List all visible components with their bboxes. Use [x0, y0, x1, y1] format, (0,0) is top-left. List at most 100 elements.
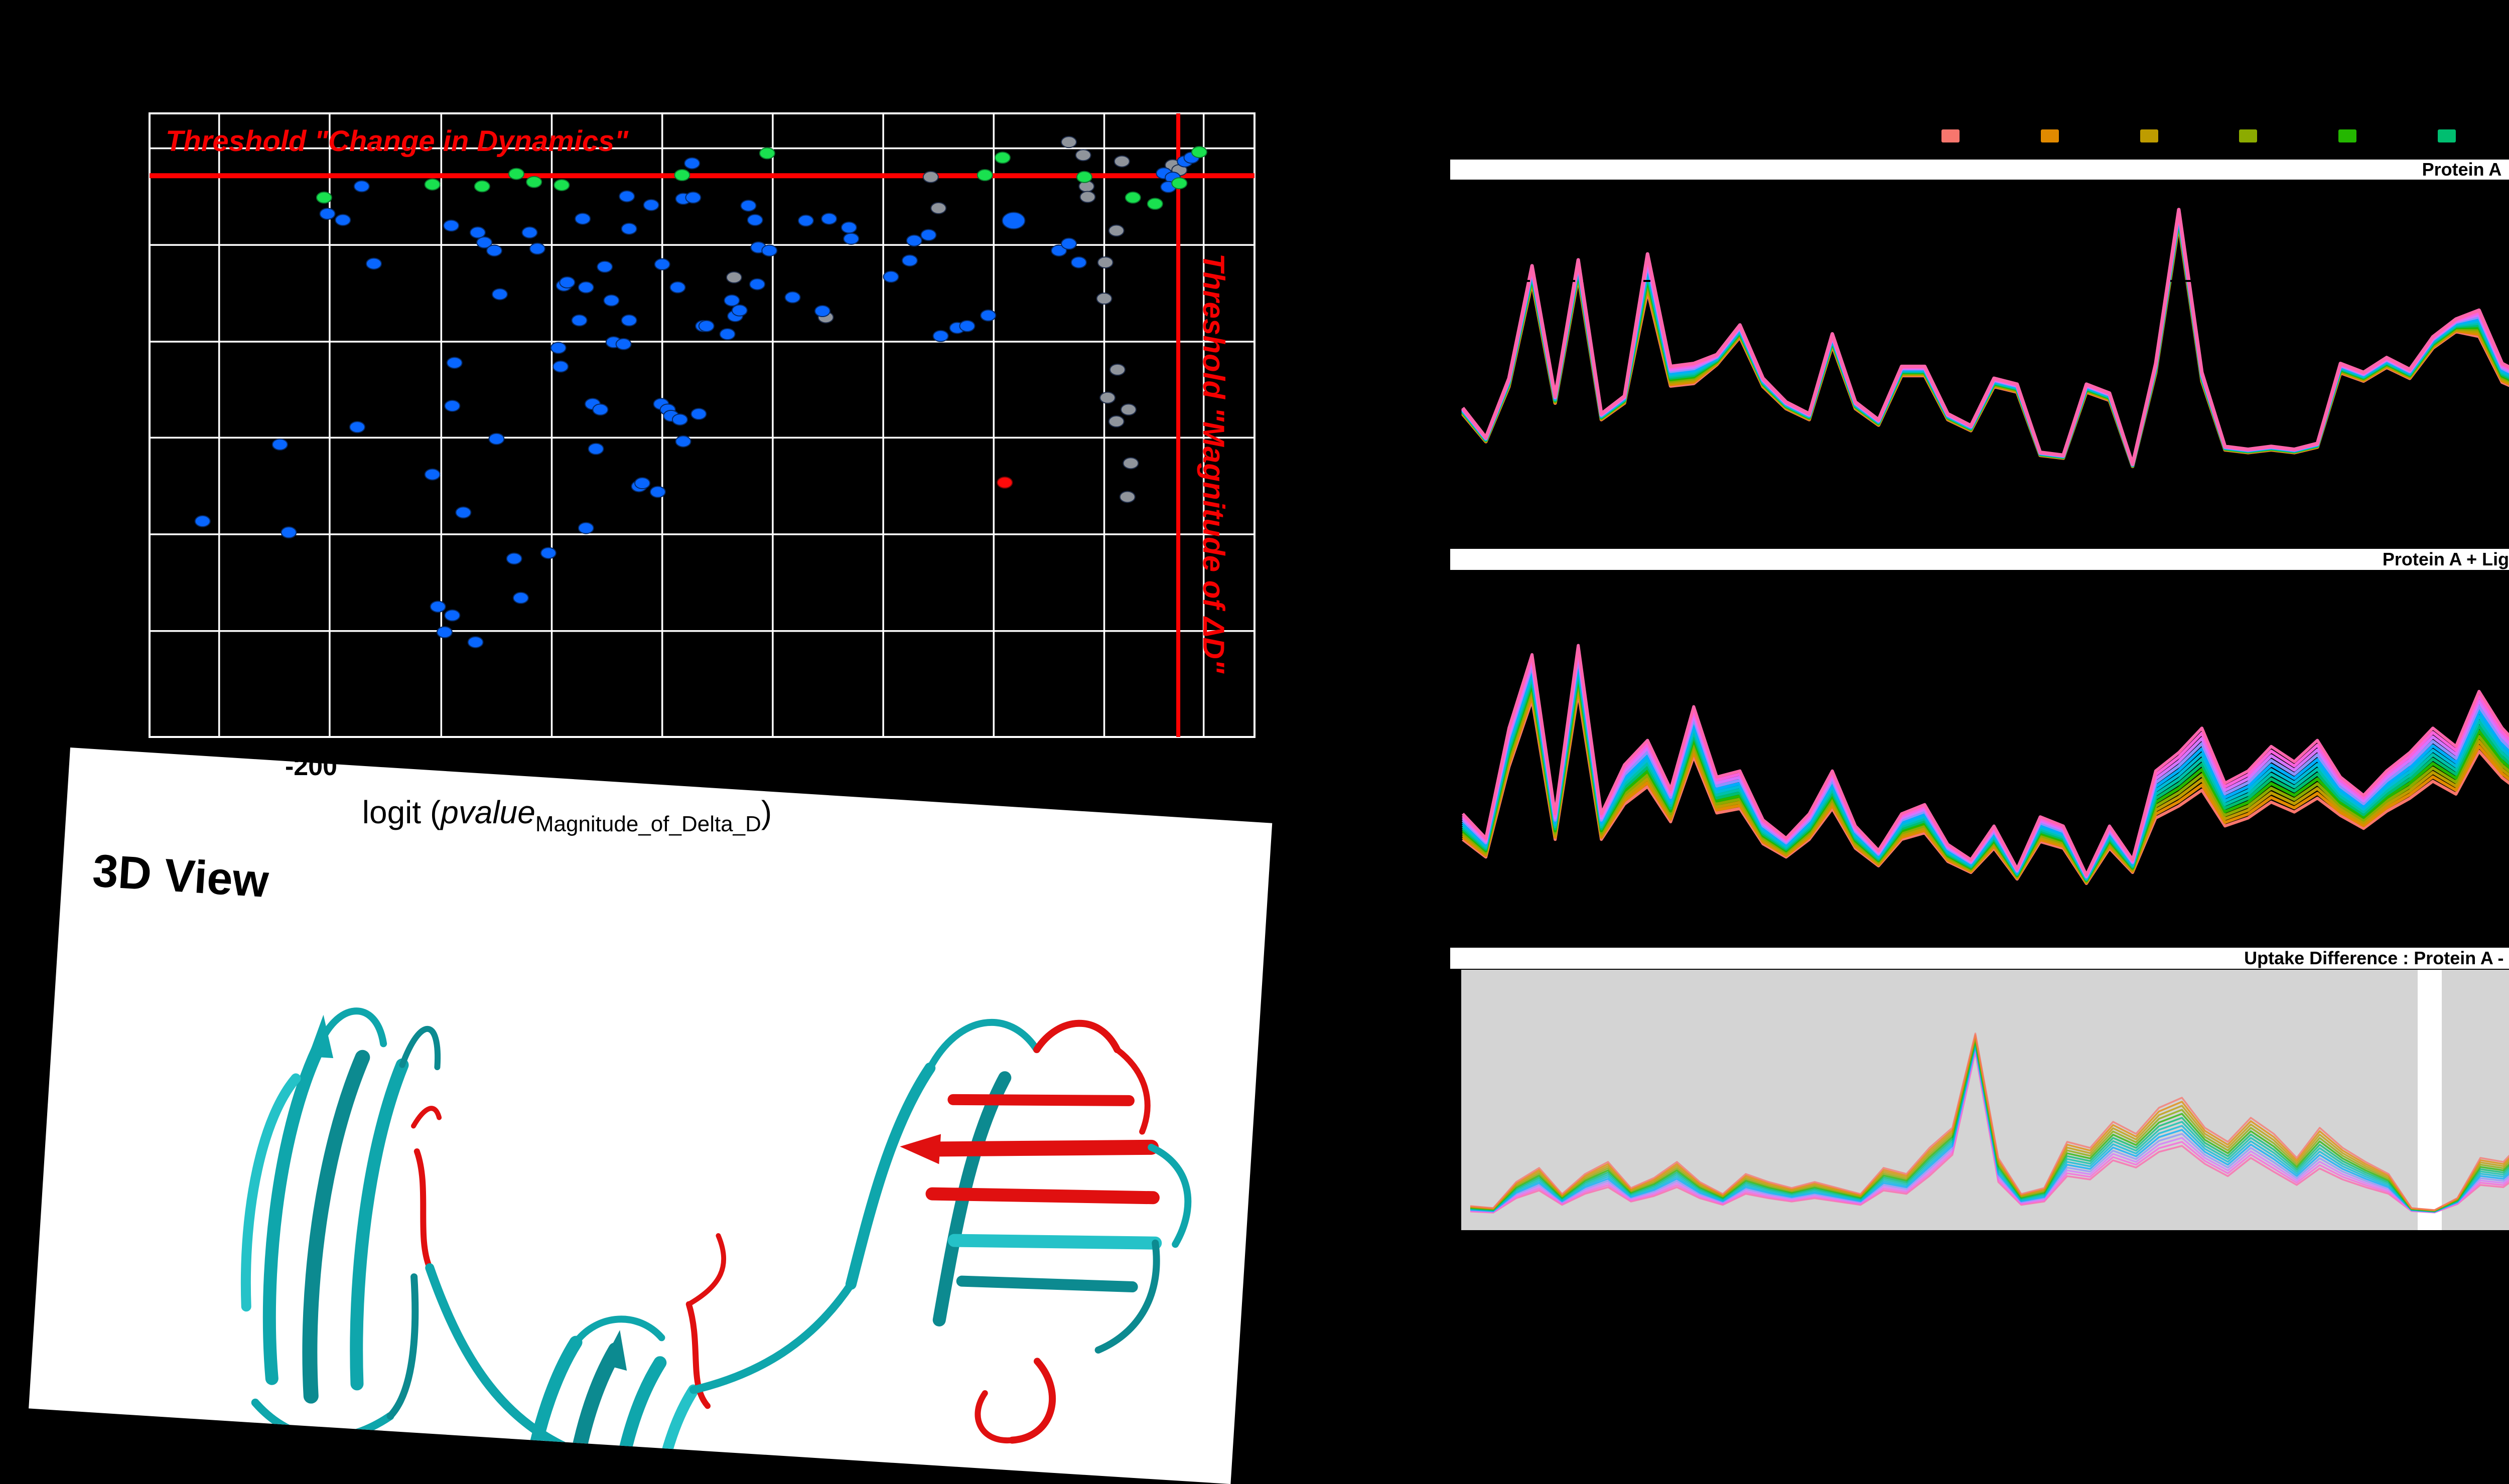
legend-swatch-timepoint-2[interactable] [2040, 129, 2059, 142]
scatter-point-significant-change-green[interactable] [526, 176, 542, 188]
scatter-point-no-significant-change-blue[interactable] [883, 270, 899, 283]
line-trace-panel3-t9[interactable] [1470, 1046, 2509, 1215]
scatter-point-no-significant-change-blue[interactable] [446, 357, 463, 369]
scatter-point-no-significant-change-blue[interactable] [643, 199, 659, 211]
line-trace-panel3-t11[interactable] [1470, 1049, 2509, 1215]
scatter-point-no-significant-change-blue[interactable] [814, 305, 831, 318]
scatter-point-no-significant-change-blue[interactable] [469, 226, 486, 239]
line-trace-panel1-t7[interactable] [1461, 206, 2509, 467]
scatter-point-no-significant-change-blue[interactable] [353, 180, 370, 193]
scatter-point-no-significant-change-blue[interactable] [1051, 244, 1067, 257]
scatter-point-no-significant-change-blue[interactable] [740, 199, 757, 212]
scatter-point-no-significant-change-blue[interactable] [920, 229, 937, 241]
scatter-point-no-significant-change-blue[interactable] [634, 477, 651, 490]
scatter-point-above-magnitude-gray[interactable] [1108, 415, 1125, 428]
scatter-point-no-significant-change-blue[interactable] [529, 242, 545, 255]
legend-swatch-timepoint-6[interactable] [2438, 129, 2456, 142]
scatter-point-masked-black[interactable] [973, 698, 990, 711]
line-trace-panel3-t12[interactable] [1470, 1051, 2509, 1215]
scatter-point-no-significant-change-blue[interactable] [349, 421, 365, 433]
scatter-point-no-significant-change-blue[interactable] [932, 330, 949, 342]
scatter-point-above-magnitude-gray[interactable] [1097, 256, 1113, 269]
scatter-point-no-significant-change-blue[interactable] [455, 506, 472, 519]
scatter-point-no-significant-change-blue[interactable] [615, 338, 632, 350]
scatter-point-no-significant-change-blue[interactable] [588, 442, 604, 455]
scatter-point-no-significant-change-blue[interactable] [578, 281, 594, 293]
scatter-point-no-significant-change-blue[interactable] [784, 291, 801, 304]
scatter-point-no-significant-change-blue[interactable] [685, 191, 702, 204]
line-trace-panel1-t3[interactable] [1461, 210, 2509, 468]
scatter-point-no-significant-change-blue[interactable] [619, 190, 635, 203]
scatter-point-no-significant-change-blue[interactable] [366, 257, 382, 270]
scatter-point-no-significant-change-blue[interactable] [749, 278, 766, 290]
line-trace-panel1-t1[interactable] [1461, 212, 2509, 468]
line-trace-panel1-t9[interactable] [1461, 204, 2509, 467]
scatter-point-no-significant-change-blue[interactable] [443, 219, 460, 232]
line-trace-panel1-t8[interactable] [1461, 205, 2509, 467]
scatter-point-no-significant-change-blue[interactable] [841, 221, 857, 234]
scatter-point-no-significant-change-blue[interactable] [761, 244, 778, 257]
scatter-point-no-significant-change-blue[interactable] [731, 304, 748, 317]
line-trace-panel3-t10[interactable] [1470, 1048, 2509, 1215]
scatter-point-no-significant-change-blue[interactable] [559, 276, 576, 288]
scatter-point-above-magnitude-gray[interactable] [1061, 136, 1077, 149]
scatter-point-significant-change-green[interactable] [424, 178, 441, 191]
scatter-point-above-magnitude-gray[interactable] [922, 171, 939, 183]
scatter-point-no-significant-change-blue[interactable] [424, 468, 441, 481]
scatter-point-no-significant-change-blue[interactable] [578, 522, 594, 534]
scatter-point-no-significant-change-blue[interactable] [821, 213, 838, 225]
scatter-point-no-significant-change-blue[interactable] [1070, 256, 1087, 269]
scatter-point-significant-change-green[interactable] [1147, 198, 1163, 210]
legend-swatch-timepoint-1[interactable] [1941, 129, 1960, 142]
scatter-point-no-significant-change-blue[interactable] [901, 254, 918, 267]
scatter-point-no-significant-change-blue[interactable] [654, 258, 670, 270]
scatter-point-no-significant-change-blue[interactable] [649, 486, 666, 498]
scatter-point-no-significant-change-blue[interactable] [444, 399, 461, 412]
scatter-point-no-significant-change-blue[interactable] [684, 157, 701, 170]
scatter-point-no-significant-change-blue[interactable] [319, 208, 336, 220]
scatter-point-above-magnitude-gray[interactable] [1096, 292, 1112, 305]
scatter-point-significant-change-green[interactable] [1171, 177, 1188, 190]
scatter-point-no-significant-change-blue[interactable] [335, 214, 351, 226]
scatter-point-no-significant-change-blue[interactable] [521, 226, 538, 239]
scatter-point-significant-change-green[interactable] [316, 191, 332, 204]
scatter-point-no-significant-change-blue[interactable] [540, 547, 556, 559]
scatter-point-no-significant-change-blue[interactable] [603, 294, 620, 307]
legend-swatch-timepoint-3[interactable] [2140, 129, 2158, 142]
charts-layer[interactable] [0, 0, 2509, 1363]
scatter-point-no-significant-change-blue[interactable] [747, 214, 763, 226]
scatter-point-no-significant-change-blue[interactable] [690, 408, 707, 420]
scatter-point-no-significant-change-blue[interactable] [486, 244, 503, 257]
line-trace-panel1-t6[interactable] [1461, 207, 2509, 467]
scatter-point-significant-change-green[interactable] [553, 179, 570, 191]
scatter-point-outlier-red[interactable] [997, 476, 1013, 489]
legend-swatch-timepoint-4[interactable] [2239, 129, 2258, 142]
scatter-point-no-significant-change-blue[interactable] [281, 526, 297, 539]
scatter-point-significant-change-green[interactable] [1191, 146, 1207, 159]
scatter-point-no-significant-change-blue[interactable] [430, 601, 446, 613]
scatter-point-significant-change-green[interactable] [759, 147, 775, 160]
scatter-point-no-significant-change-blue[interactable] [506, 552, 522, 565]
scatter-point-no-significant-change-blue[interactable] [512, 591, 529, 604]
scatter-point-no-significant-change-blue[interactable] [675, 435, 691, 448]
scatter-point-significant-change-green[interactable] [977, 169, 993, 182]
scatter-point-no-significant-change-blue[interactable] [980, 309, 997, 322]
scatter-point-masked-black[interactable] [973, 712, 990, 724]
scatter-point-above-magnitude-gray[interactable] [1099, 391, 1116, 404]
scatter-point-no-significant-change-blue[interactable] [271, 438, 288, 451]
line-trace-panel1-t11[interactable] [1461, 202, 2509, 466]
scatter-point-no-significant-change-blue[interactable] [1002, 212, 1026, 230]
scatter-point-above-magnitude-gray[interactable] [1123, 457, 1139, 470]
scatter-point-above-magnitude-gray[interactable] [1108, 224, 1125, 237]
scatter-point-no-significant-change-blue[interactable] [698, 320, 715, 332]
scatter-point-no-significant-change-blue[interactable] [575, 213, 591, 225]
scatter-point-no-significant-change-blue[interactable] [597, 260, 613, 273]
line-trace-panel1-t10[interactable] [1461, 203, 2509, 467]
scatter-point-no-significant-change-blue[interactable] [492, 288, 508, 301]
line-trace-panel1-t12[interactable] [1461, 201, 2509, 466]
scatter-point-no-significant-change-blue[interactable] [906, 234, 922, 247]
scatter-point-above-magnitude-gray[interactable] [1119, 491, 1136, 503]
scatter-point-significant-change-green[interactable] [1076, 171, 1092, 183]
scatter-point-significant-change-green[interactable] [474, 180, 490, 193]
line-trace-panel2-t12[interactable] [1461, 636, 2509, 876]
